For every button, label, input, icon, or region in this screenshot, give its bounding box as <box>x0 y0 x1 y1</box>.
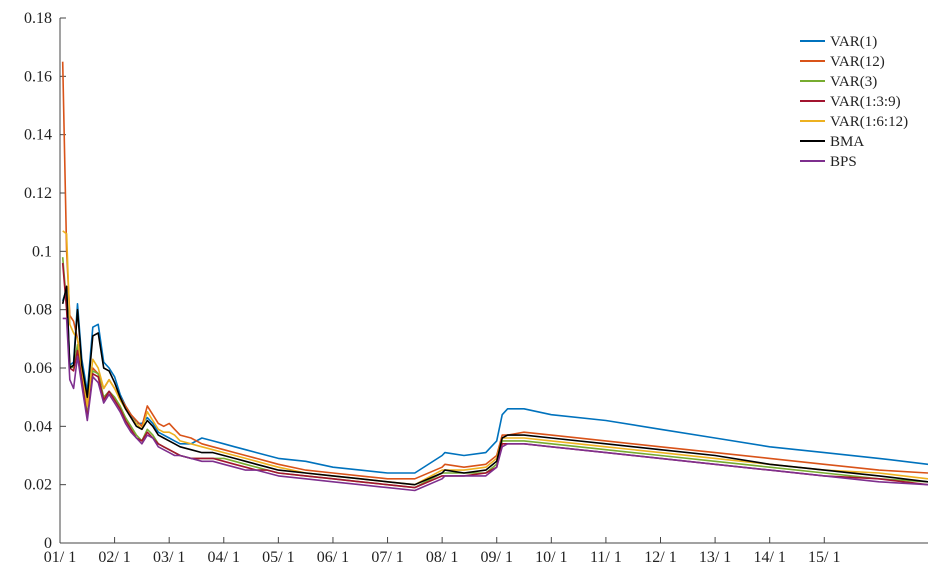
x-tick-label: 04/ 1 <box>208 549 240 566</box>
series-line <box>61 61 928 480</box>
x-tick-label: 05/ 1 <box>262 549 294 566</box>
series-line <box>61 285 928 486</box>
y-tick-label: 0.12 <box>24 185 52 202</box>
legend-entry: BMA <box>830 134 864 150</box>
y-tick-label: 0 <box>44 535 52 552</box>
legend: VAR(1) VAR(12) VAR(3) VAR(1:3:9) VAR(1:6:12)… <box>800 34 908 170</box>
series-lines <box>61 61 928 492</box>
series-line <box>61 262 928 489</box>
x-tick-label: 08/ 1 <box>426 549 458 566</box>
legend-entry: VAR(1:3:9) <box>830 94 901 110</box>
x-tick-label: 14/ 1 <box>753 549 785 566</box>
axes <box>59 17 928 544</box>
series-line <box>61 288 928 474</box>
series-line <box>61 257 928 489</box>
legend-entry: BPS <box>830 154 857 170</box>
x-tick-label: 12/ 1 <box>644 549 676 566</box>
tick-labels: 0 0.02 0.04 0.06 0.08 0.1 0.12 0.14 0.16 0.18 01/ … <box>24 10 841 566</box>
x-tick-label: 07/ 1 <box>371 549 403 566</box>
legend-entry: VAR(12) <box>830 54 885 70</box>
x-tick-label: 15/ 1 <box>808 549 840 566</box>
x-tick-label: 13/ 1 <box>699 549 731 566</box>
y-tick-label: 0.18 <box>24 10 52 27</box>
y-tick-label: 0.08 <box>24 302 52 319</box>
y-tick-label: 0.16 <box>24 68 52 85</box>
legend-entry: VAR(1) <box>830 34 877 50</box>
x-tick-label: 10/ 1 <box>535 549 567 566</box>
x-tick-label: 06/ 1 <box>317 549 349 566</box>
legend-entry: VAR(1:6:12) <box>830 114 908 130</box>
y-tick-label: 0.14 <box>24 127 52 144</box>
x-tick-label: 01/ 1 <box>44 549 76 566</box>
series-line <box>62 317 928 492</box>
x-tick-label: 11/ 1 <box>590 549 622 566</box>
x-tick-label: 02/ 1 <box>98 549 130 566</box>
y-tick-label: 0.02 <box>24 477 52 494</box>
y-tick-label: 0.1 <box>32 243 52 260</box>
x-tick-label: 09/ 1 <box>481 549 513 566</box>
x-tick-label: 03/ 1 <box>153 549 185 566</box>
y-tick-label: 0.06 <box>24 360 52 377</box>
y-tick-label: 0.04 <box>24 418 52 435</box>
series-line <box>62 230 928 486</box>
legend-entry: VAR(3) <box>830 74 877 90</box>
